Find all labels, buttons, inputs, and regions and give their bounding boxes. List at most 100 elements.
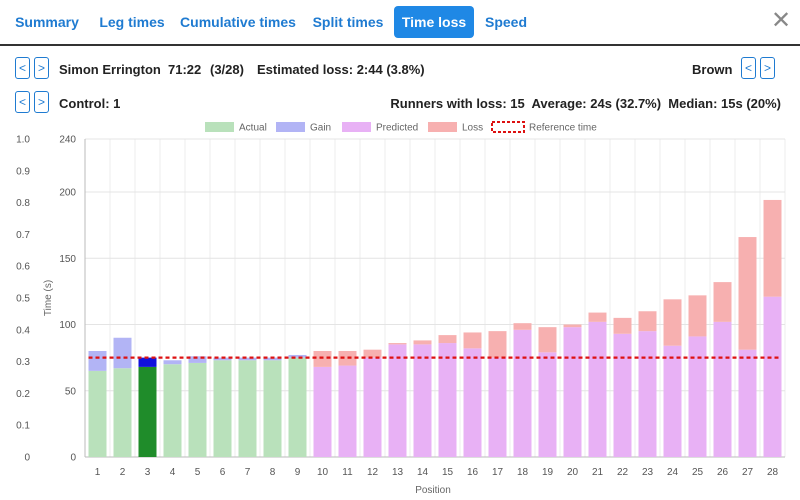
gain-bar [138, 357, 157, 367]
loss-statistics: Runners with loss: 15 Average: 24s (32.7… [390, 96, 781, 111]
predicted-bar [338, 365, 357, 457]
course-name: Brown [692, 62, 733, 77]
x-tick-label: 20 [567, 467, 579, 478]
next-control-button[interactable]: > [34, 91, 49, 113]
gain-bar [113, 337, 132, 369]
tab-time-loss[interactable]: Time loss [394, 6, 474, 38]
x-tick-label: 14 [417, 467, 429, 478]
y2-tick-label: 1.0 [16, 135, 30, 146]
loss-bar [688, 295, 707, 337]
x-tick-label: 13 [392, 467, 404, 478]
legend-label: Actual [239, 123, 267, 134]
gain-bar [88, 351, 107, 371]
loss-bar [738, 237, 757, 350]
predicted-bar [438, 343, 457, 457]
predicted-bar [313, 366, 332, 457]
predicted-bar [363, 357, 382, 457]
x-tick-label: 7 [245, 467, 251, 478]
x-tick-label: 11 [342, 467, 353, 478]
x-tick-label: 21 [592, 467, 604, 478]
loss-bar [538, 327, 557, 353]
x-tick-label: 9 [295, 467, 301, 478]
predicted-bar [563, 327, 582, 457]
y2-tick-label: 0.4 [16, 325, 30, 336]
loss-bar [713, 282, 732, 322]
predicted-bar [463, 348, 482, 457]
loss-bar [313, 351, 332, 367]
x-tick-label: 28 [767, 467, 779, 478]
loss-bar [438, 335, 457, 344]
gain-bar [288, 354, 307, 358]
loss-bar [763, 199, 782, 297]
tab-cumulative-times[interactable]: Cumulative times [180, 14, 296, 30]
predicted-bar [488, 357, 507, 457]
prev-course-button[interactable]: < [741, 57, 756, 79]
loss-bar [513, 323, 532, 330]
actual-bar [88, 370, 107, 457]
next-runner-button[interactable]: > [34, 57, 49, 79]
loss-bar [488, 331, 507, 358]
x-tick-label: 27 [742, 467, 754, 478]
x-tick-label: 22 [617, 467, 629, 478]
loss-bar [638, 311, 657, 332]
predicted-bar [513, 329, 532, 457]
x-tick-label: 1 [95, 467, 101, 478]
legend-swatch-actual [205, 122, 234, 132]
predicted-bar [763, 296, 782, 457]
runner-time: 71:22 [168, 62, 202, 77]
loss-bar [613, 317, 632, 334]
close-icon[interactable]: ✕ [770, 7, 792, 34]
loss-bar [663, 299, 682, 346]
y2-tick-label: 0.1 [16, 421, 30, 432]
tab-summary[interactable]: Summary [15, 14, 79, 30]
time-loss-chart: 0 50 100 150 200 240 0 0.1 0.2 0.3 0.4 0.5 0.6 0.7 0.8… [16, 121, 786, 496]
actual-bar [188, 362, 207, 457]
predicted-bar [638, 331, 657, 457]
gain-bar [188, 356, 207, 363]
x-tick-label: 25 [692, 467, 704, 478]
y-tick-label: 100 [59, 320, 76, 331]
x-tick-label: 24 [667, 467, 679, 478]
control-label: Control: 1 [59, 96, 121, 111]
tab-split-times[interactable]: Split times [312, 14, 384, 30]
y2-tick-label: 0.9 [16, 166, 30, 177]
runner-name: Simon Errington [59, 62, 161, 77]
legend-label: Predicted [376, 123, 418, 134]
y2-tick-label: 0.6 [16, 262, 30, 273]
loss-bar [413, 340, 432, 345]
prev-runner-button[interactable]: < [15, 57, 30, 79]
x-tick-label: 18 [517, 467, 529, 478]
loss-bar [463, 332, 482, 349]
y2-tick-label: 0.5 [16, 294, 30, 305]
actual-bar [163, 364, 182, 457]
prev-control-button[interactable]: < [15, 91, 30, 113]
predicted-bar [388, 344, 407, 457]
actual-bar [138, 366, 157, 457]
y2-tick-label: 0.8 [16, 198, 30, 209]
next-course-button[interactable]: > [760, 57, 775, 79]
legend-label: Gain [310, 123, 331, 134]
tab-leg-times[interactable]: Leg times [99, 14, 165, 30]
x-tick-label: 6 [220, 467, 226, 478]
predicted-bar [538, 352, 557, 457]
gain-bar [213, 357, 232, 361]
legend-swatch-predicted [342, 122, 371, 132]
tab-speed[interactable]: Speed [484, 14, 527, 30]
y-axis-title: Time (s) [43, 280, 54, 316]
legend-swatch-gain [276, 122, 305, 132]
actual-bar [263, 360, 282, 457]
loss-bar [363, 349, 382, 358]
gain-bar [163, 360, 182, 365]
tab-bar: Summary Leg times Cumulative times Split… [0, 0, 800, 46]
x-tick-label: 23 [642, 467, 654, 478]
predicted-bar [588, 321, 607, 457]
x-tick-label: 19 [542, 467, 554, 478]
y-tick-label: 50 [65, 386, 77, 397]
actual-bar [288, 357, 307, 457]
x-tick-label: 5 [195, 467, 201, 478]
loss-bar [588, 312, 607, 322]
predicted-bar [713, 321, 732, 457]
runner-position: (3/28) [210, 62, 244, 77]
legend-label: Loss [462, 123, 483, 134]
gain-bar [238, 357, 257, 361]
